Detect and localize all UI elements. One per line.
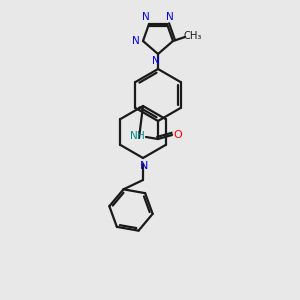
Text: N: N [166,12,174,22]
Text: CH₃: CH₃ [184,31,202,41]
Text: O: O [174,130,182,140]
Text: N: N [140,161,148,171]
Text: N: N [142,12,150,22]
Text: H: H [137,131,145,141]
Text: N: N [130,131,138,141]
Text: N: N [152,56,160,66]
Text: N: N [132,36,140,46]
